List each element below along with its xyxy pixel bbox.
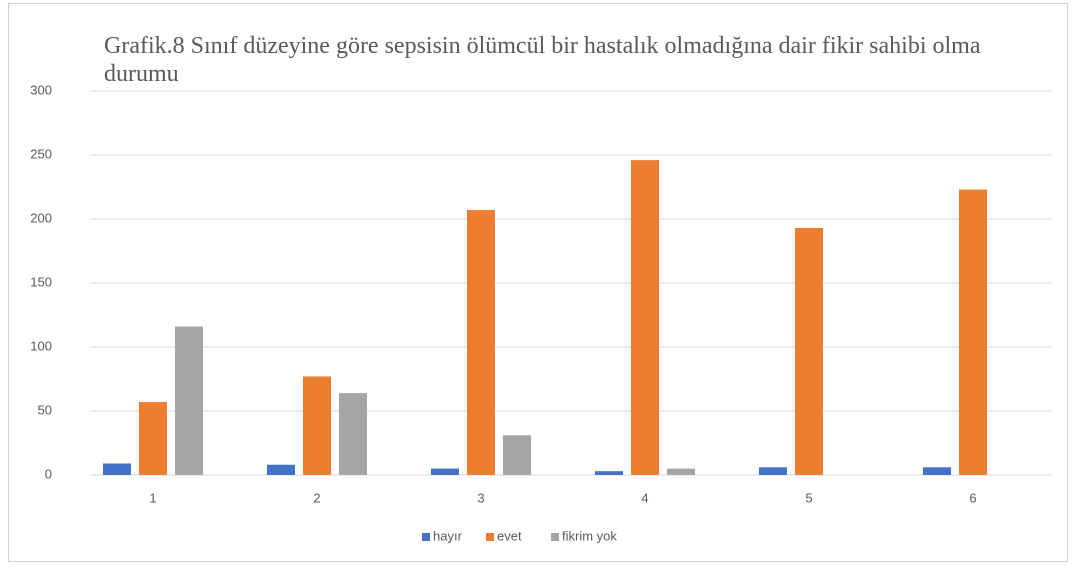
bar (103, 463, 131, 475)
chart-frame (8, 3, 1068, 562)
y-tick-label: 50 (38, 402, 52, 417)
legend-label: fikrim yok (562, 528, 617, 543)
legend-label: evet (497, 528, 522, 543)
legend-swatch (486, 533, 494, 541)
x-tick-label: 6 (969, 490, 976, 505)
legend-label: hayır (433, 528, 463, 543)
bar (303, 376, 331, 475)
bar (431, 468, 459, 475)
x-tick-label: 4 (641, 490, 648, 505)
y-tick-label: 200 (30, 210, 52, 225)
bar (595, 471, 623, 475)
y-tick-label: 250 (30, 146, 52, 161)
x-tick-label: 1 (149, 490, 156, 505)
bar (503, 435, 531, 475)
y-tick-label: 100 (30, 338, 52, 353)
bar (667, 468, 695, 475)
bar (631, 160, 659, 475)
legend-swatch (551, 533, 559, 541)
chart-title: Grafik.8 Sınıf düzeyine göre sepsisin öl… (104, 32, 1054, 88)
bar (139, 402, 167, 475)
y-tick-label: 0 (45, 466, 52, 481)
bar (175, 326, 203, 475)
x-tick-label: 5 (805, 490, 812, 505)
bar (959, 189, 987, 475)
y-tick-label: 300 (30, 82, 52, 97)
bar (923, 467, 951, 475)
bar (759, 467, 787, 475)
y-tick-label: 150 (30, 274, 52, 289)
bar (339, 393, 367, 475)
bar (467, 210, 495, 476)
legend-swatch (422, 533, 430, 541)
x-tick-label: 2 (313, 490, 320, 505)
bar (795, 227, 823, 475)
bar (267, 464, 295, 475)
x-tick-label: 3 (477, 490, 484, 505)
